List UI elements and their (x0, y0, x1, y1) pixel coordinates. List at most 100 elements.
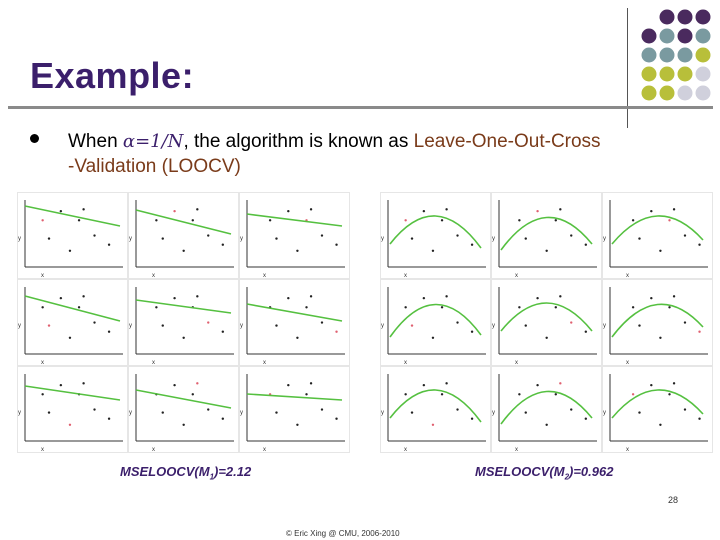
fit-cell: xy (380, 279, 491, 366)
data-point (161, 411, 164, 414)
data-point (422, 209, 426, 213)
data-point (93, 408, 96, 411)
y-axis-label: y (603, 410, 606, 416)
data-point (659, 423, 662, 426)
data-point (82, 208, 85, 211)
fit-cell: xy (239, 192, 350, 279)
x-axis-label: x (41, 447, 44, 453)
x-axis-label: x (263, 273, 266, 279)
data-point (82, 295, 85, 298)
data-point (309, 295, 313, 298)
data-point (296, 336, 299, 339)
data-point (672, 295, 676, 298)
linear-fit-line (246, 393, 343, 401)
linear-fit-line (246, 303, 343, 322)
cell-frame (602, 279, 713, 366)
data-point (524, 237, 527, 240)
data-point (570, 234, 573, 237)
quadratic-fit-curve (500, 302, 593, 332)
data-point (650, 383, 653, 387)
mse-quadratic-label: MSELOOCV(M2)=0.962 (475, 464, 613, 482)
data-point (47, 237, 51, 240)
data-point (440, 306, 444, 309)
data-point (161, 324, 164, 327)
cell-frame (17, 192, 128, 279)
data-point (68, 336, 72, 339)
data-point (554, 219, 557, 222)
data-point (431, 336, 435, 339)
data-point (524, 324, 527, 327)
held-out-point (668, 219, 671, 222)
fit-cell: xy (602, 192, 713, 279)
decorative-dot (641, 28, 657, 44)
y-axis-label: y (603, 236, 606, 242)
data-point (107, 243, 111, 246)
decorative-dot (695, 28, 711, 44)
data-point (445, 208, 448, 211)
mse-linear-sub: 1 (209, 472, 215, 482)
decorative-dot (695, 85, 711, 101)
data-point (545, 423, 548, 426)
data-point (309, 382, 313, 385)
y-axis-label: y (240, 236, 243, 242)
bullet-icon (30, 134, 39, 143)
y-axis-label: y (492, 236, 495, 242)
linear-fit-line (135, 299, 232, 314)
data-point (470, 243, 474, 246)
quadratic-fit-curve (500, 390, 593, 425)
cell-frame (491, 192, 602, 279)
mse-linear-label: MSELOOCV(M1)=2.12 (120, 464, 251, 482)
data-point (335, 243, 338, 246)
linear-fit-line (135, 389, 232, 409)
data-point (221, 330, 225, 333)
quadratic-fit-curve (389, 389, 482, 423)
cell-frame (128, 366, 239, 453)
data-point (305, 393, 308, 396)
bullet-prefix: When (68, 131, 123, 152)
data-point (638, 237, 641, 240)
held-out-point (47, 324, 51, 327)
decorative-vertical-rule (627, 8, 628, 128)
data-point (536, 383, 539, 387)
data-point (584, 243, 588, 246)
data-point (77, 306, 81, 309)
data-point (161, 237, 164, 240)
data-point (554, 306, 557, 309)
decorative-dot (659, 28, 675, 44)
fit-cell: xy (602, 366, 713, 453)
data-point (77, 219, 81, 222)
data-point (683, 234, 687, 237)
data-point (545, 336, 548, 339)
data-point (404, 306, 407, 309)
y-axis-label: y (381, 323, 384, 329)
decorative-dot (677, 28, 693, 44)
data-point (196, 295, 199, 298)
held-out-point (173, 209, 176, 213)
data-point (631, 306, 635, 309)
decorative-dot (641, 85, 657, 101)
data-point (559, 208, 562, 211)
data-point (672, 208, 676, 211)
slide-title: Example: (30, 55, 195, 96)
quadratic-fit-curve (611, 215, 704, 245)
data-point (82, 382, 85, 385)
data-point (173, 296, 176, 300)
data-point (275, 237, 278, 240)
data-point (309, 208, 313, 211)
cell-frame (128, 192, 239, 279)
y-axis-label: y (492, 410, 495, 416)
data-point (41, 306, 44, 309)
decorative-dot (677, 47, 693, 63)
decorative-dot (695, 47, 711, 63)
x-axis-label: x (515, 360, 518, 366)
footer-copyright: © Eric Xing @ CMU, 2006-2010 (286, 529, 400, 538)
decorative-dot (677, 66, 693, 82)
quadratic-fit-curve (611, 303, 704, 338)
y-axis-label: y (129, 323, 132, 329)
data-point (173, 383, 176, 387)
page-number: 28 (668, 495, 679, 505)
data-point (659, 336, 662, 339)
